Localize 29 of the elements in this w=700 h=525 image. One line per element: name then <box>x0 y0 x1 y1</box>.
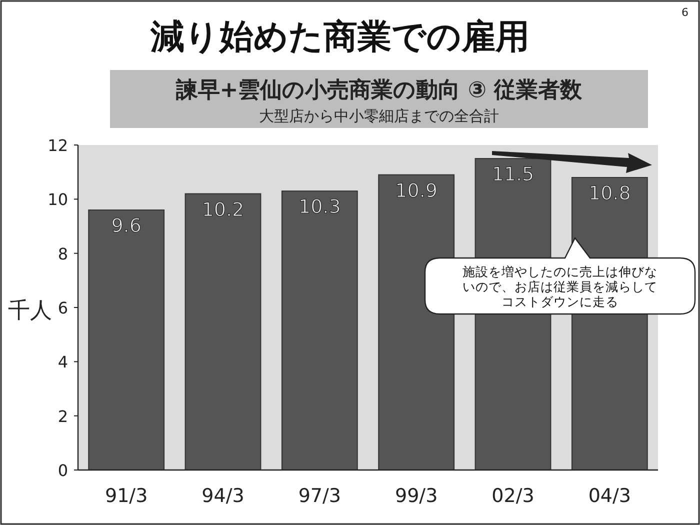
data-label: 11.5 <box>492 164 534 186</box>
annotation: 施設を増やしたのに売上は伸びないので、お店は従業員を減らしてコストダウンに走る <box>462 264 658 309</box>
x-tick-label: 02/3 <box>492 485 534 507</box>
x-tick-label: 91/3 <box>104 485 148 507</box>
x-tick-label: 97/3 <box>298 485 342 507</box>
text: 6 <box>682 6 688 19</box>
bar <box>184 193 262 470</box>
chart-subtitle: 諫早+雲仙の小売商業の動向 ③ 従業者数 <box>174 77 584 103</box>
bar <box>281 190 358 470</box>
y-tick-label: 6 <box>58 298 68 318</box>
y-axis-title: 千人 <box>8 298 52 324</box>
x-tick-label: 99/3 <box>394 485 438 507</box>
chart-title: 減り始めた商業での雇用 <box>150 17 530 57</box>
data-label: 9.6 <box>111 215 142 237</box>
y-tick-label: 8 <box>58 244 68 264</box>
bar <box>378 174 455 470</box>
text: 大型店から中小零細店までの全合計 <box>259 107 499 125</box>
x-tick-label: 04/3 <box>588 485 632 507</box>
data-label: 10.8 <box>588 182 631 204</box>
data-label: 10.9 <box>395 180 438 202</box>
data-label: 10.2 <box>202 198 244 221</box>
x-tick-label: 94/3 <box>202 485 244 507</box>
data-label: 10.3 <box>298 196 341 218</box>
y-tick-label: 12 <box>48 136 68 155</box>
y-tick-label: 2 <box>58 406 68 426</box>
bar <box>88 210 165 470</box>
y-tick-label: 4 <box>58 352 68 372</box>
y-tick-label: 10 <box>48 190 68 210</box>
y-tick-label: 0 <box>58 461 68 480</box>
